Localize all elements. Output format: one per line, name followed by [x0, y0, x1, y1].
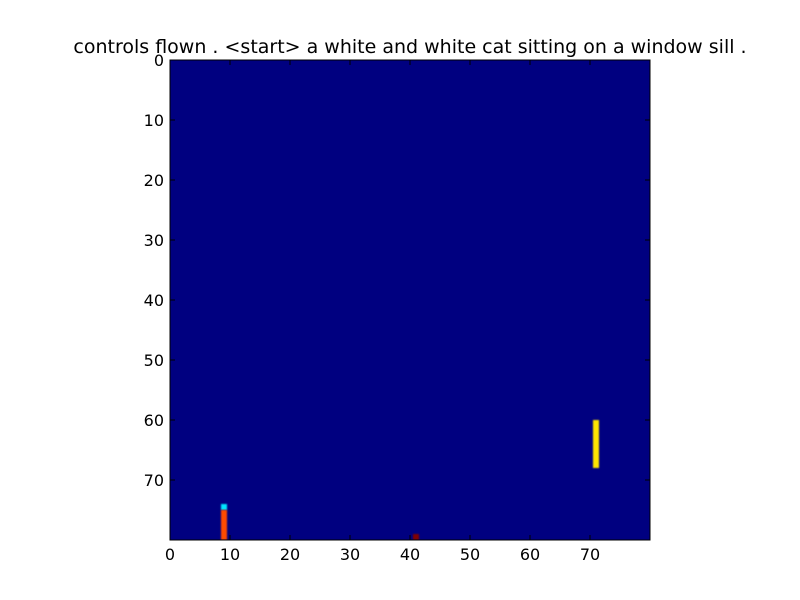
x-tick-label: 50 — [460, 545, 480, 564]
y-tick-label: 50 — [144, 351, 164, 370]
heatmap-cell — [221, 504, 227, 510]
y-tick-label: 20 — [144, 171, 164, 190]
y-axis: 0 10 20 30 40 50 60 70 — [144, 51, 650, 490]
y-tick-label: 60 — [144, 411, 164, 430]
y-tick-label: 70 — [144, 471, 164, 490]
plot-area — [169, 59, 651, 541]
x-tick-label: 40 — [400, 545, 420, 564]
y-tick-label: 0 — [154, 51, 164, 70]
chart-title: controls flown . <start> a white and whi… — [73, 36, 746, 58]
x-tick-label: 70 — [580, 545, 600, 564]
x-tick-label: 20 — [280, 545, 300, 564]
heatmap-cell — [413, 534, 419, 540]
x-tick-label: 0 — [165, 545, 175, 564]
y-tick-label: 30 — [144, 231, 164, 250]
heatmap-cell — [221, 510, 227, 540]
heatmap-background — [170, 60, 650, 540]
heatmap-cells — [221, 420, 599, 540]
heatmap-cell — [593, 420, 599, 468]
x-axis: 0 10 20 30 40 50 60 70 — [165, 60, 600, 564]
y-tick-label: 40 — [144, 291, 164, 310]
x-tick-label: 30 — [340, 545, 360, 564]
y-tick-label: 10 — [144, 111, 164, 130]
x-tick-label: 10 — [220, 545, 240, 564]
x-tick-label: 60 — [520, 545, 540, 564]
